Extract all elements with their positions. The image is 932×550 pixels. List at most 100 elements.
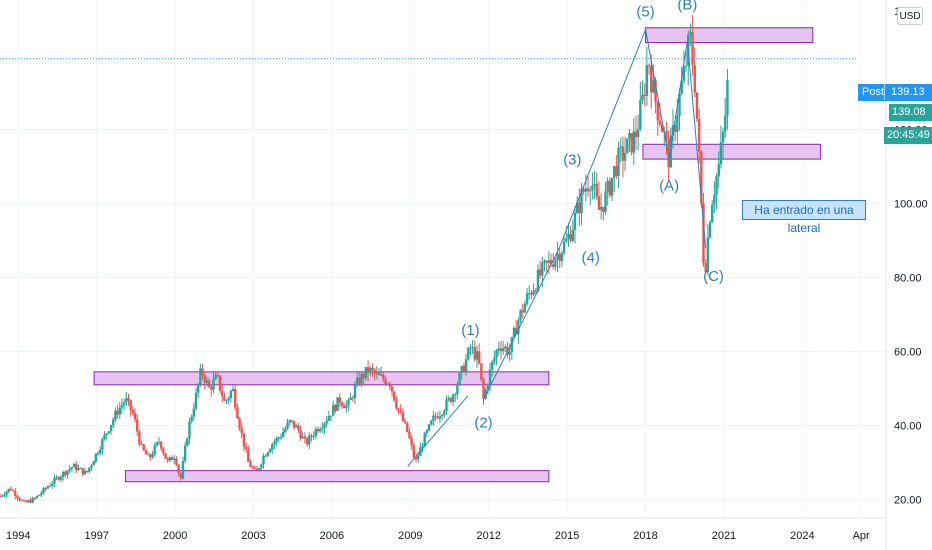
candle — [519, 309, 522, 324]
price-zone[interactable] — [642, 143, 822, 160]
candle — [726, 69, 729, 130]
candle — [358, 372, 361, 386]
candle — [617, 141, 620, 188]
candle — [432, 410, 435, 426]
wave-label[interactable]: (1) — [461, 322, 479, 339]
y-tick-label: 40.00 — [894, 421, 922, 433]
candle — [349, 392, 352, 401]
candle — [251, 465, 254, 470]
candle — [72, 462, 76, 468]
candle — [116, 404, 119, 419]
x-tick-label: 2018 — [633, 530, 657, 542]
wave-label[interactable]: (4) — [581, 250, 599, 267]
wave-line[interactable] — [407, 395, 469, 467]
candle — [443, 408, 446, 419]
candle — [719, 125, 723, 169]
candle — [177, 463, 180, 477]
candle — [203, 372, 206, 390]
candle — [24, 499, 28, 503]
wave-line[interactable] — [645, 29, 707, 248]
candle — [75, 461, 78, 474]
candle — [621, 136, 625, 178]
candle — [589, 186, 592, 206]
candle — [665, 121, 668, 156]
last-price-tag: 139.08 — [889, 104, 932, 121]
candle — [181, 456, 185, 480]
wave-label[interactable]: (B) — [677, 0, 697, 13]
candle — [242, 433, 246, 452]
candle — [264, 454, 267, 457]
candle — [558, 248, 561, 269]
time-axis[interactable]: 1994 1997 2000 2003 2006 2009 2012 2015 2018 2021… — [6, 530, 870, 542]
candle — [460, 365, 463, 380]
candle — [525, 288, 529, 307]
candle — [554, 257, 557, 272]
candle — [20, 499, 23, 502]
candle — [33, 496, 37, 501]
wave-label[interactable]: (5) — [636, 4, 654, 21]
candle — [7, 488, 10, 494]
candle — [538, 260, 542, 279]
candle — [567, 222, 570, 247]
candle — [547, 251, 551, 275]
wave-line[interactable] — [483, 29, 647, 400]
annotation-note[interactable]: Ha entrado en una lateral — [742, 200, 866, 235]
candle — [704, 259, 707, 274]
candle — [643, 83, 646, 107]
candle — [560, 251, 564, 268]
candle — [689, 23, 692, 47]
candle — [236, 403, 239, 420]
candle — [295, 423, 298, 428]
candle — [421, 442, 424, 453]
candle — [449, 397, 453, 404]
candle — [347, 397, 350, 412]
candle — [510, 336, 514, 360]
candle — [166, 456, 169, 463]
candle — [486, 383, 490, 395]
wave-label[interactable]: (C) — [703, 268, 724, 285]
candle — [612, 165, 616, 193]
candle — [556, 242, 559, 273]
candle — [94, 453, 98, 464]
candle — [210, 384, 213, 397]
candle — [249, 459, 252, 468]
candle — [401, 408, 405, 422]
candle — [364, 367, 368, 381]
candle — [419, 442, 422, 456]
candle — [530, 290, 533, 299]
candle — [297, 422, 300, 434]
candle — [288, 419, 291, 426]
candle — [434, 412, 437, 422]
candle — [423, 431, 426, 447]
candle — [57, 476, 61, 482]
candle — [412, 442, 416, 460]
candle — [445, 395, 448, 415]
candle — [336, 397, 339, 412]
candle — [545, 260, 548, 274]
price-zone[interactable] — [645, 27, 814, 44]
wave-label[interactable]: (A) — [659, 178, 679, 195]
candle — [290, 419, 294, 424]
candle — [366, 360, 370, 381]
candle — [573, 205, 577, 244]
wave-label[interactable]: (2) — [474, 414, 492, 431]
post-price-tag: Post 139.13 — [858, 84, 932, 101]
candle — [168, 456, 172, 463]
y-tick-label: 80.00 — [894, 273, 922, 285]
wave-label[interactable]: (3) — [563, 152, 581, 169]
candle — [201, 364, 204, 380]
candle — [427, 423, 431, 432]
currency-button[interactable]: USD — [897, 7, 923, 25]
candle — [713, 181, 716, 213]
candle — [695, 92, 699, 123]
price-zone[interactable] — [124, 470, 550, 483]
candle — [652, 64, 655, 94]
candle — [552, 253, 555, 270]
candle — [682, 50, 686, 84]
candle — [514, 320, 518, 335]
candle — [373, 367, 376, 381]
candle — [369, 366, 372, 376]
candle — [480, 363, 483, 383]
